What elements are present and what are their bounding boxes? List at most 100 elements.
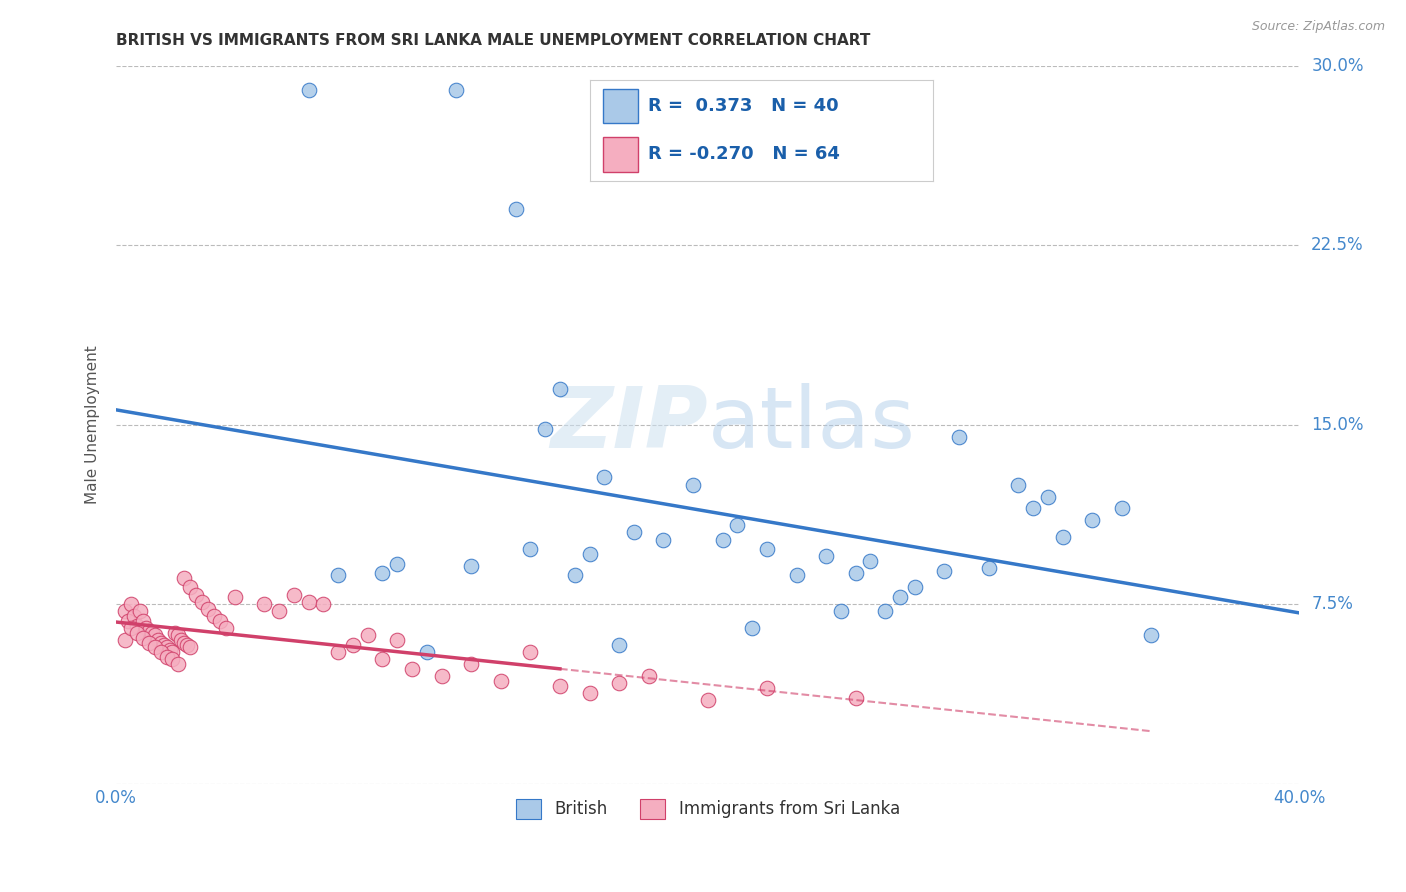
Point: [120, 597, 142, 611]
Point: [548, 382, 571, 396]
Point: [215, 621, 238, 635]
Point: [283, 588, 305, 602]
Point: [446, 82, 468, 96]
Point: [505, 202, 527, 217]
Point: [141, 626, 163, 640]
Point: [387, 557, 409, 571]
Point: [143, 640, 166, 655]
Point: [125, 626, 148, 640]
Point: [548, 679, 571, 693]
Point: [114, 633, 136, 648]
Point: [149, 635, 172, 649]
Point: [326, 568, 349, 582]
Point: [845, 690, 868, 705]
Point: [146, 633, 169, 648]
Point: [519, 645, 541, 659]
Point: [135, 621, 157, 635]
Point: [326, 645, 349, 659]
Text: ZIP: ZIP: [550, 384, 707, 467]
Point: [132, 631, 155, 645]
Point: [1111, 501, 1133, 516]
Point: [208, 614, 231, 628]
Point: [904, 581, 927, 595]
Text: BRITISH VS IMMIGRANTS FROM SRI LANKA MALE UNEMPLOYMENT CORRELATION CHART: BRITISH VS IMMIGRANTS FROM SRI LANKA MAL…: [117, 33, 870, 48]
Text: 15.0%: 15.0%: [1312, 416, 1364, 434]
Point: [162, 652, 184, 666]
Point: [416, 645, 439, 659]
Point: [578, 686, 600, 700]
Point: [191, 595, 214, 609]
Point: [152, 638, 174, 652]
Point: [114, 604, 136, 618]
Point: [342, 638, 364, 652]
Point: [120, 621, 142, 635]
Point: [371, 652, 394, 666]
Point: [162, 645, 184, 659]
Point: [159, 642, 181, 657]
Text: 22.5%: 22.5%: [1312, 236, 1364, 254]
Point: [1081, 513, 1104, 527]
Point: [593, 470, 616, 484]
Point: [1052, 530, 1074, 544]
Point: [578, 547, 600, 561]
Point: [149, 645, 172, 659]
Point: [132, 614, 155, 628]
Point: [652, 533, 675, 547]
Point: [489, 673, 512, 688]
Point: [117, 614, 139, 628]
Point: [167, 657, 190, 671]
Point: [143, 628, 166, 642]
Point: [267, 604, 290, 618]
Point: [534, 422, 557, 436]
Point: [875, 604, 897, 618]
Point: [197, 602, 219, 616]
Point: [129, 604, 152, 618]
Point: [607, 676, 630, 690]
Point: [312, 597, 335, 611]
Point: [297, 595, 319, 609]
Point: [125, 619, 148, 633]
Point: [170, 633, 193, 648]
Point: [934, 564, 956, 578]
Point: [755, 681, 778, 695]
Point: [401, 662, 423, 676]
Point: [564, 568, 586, 582]
Point: [173, 571, 195, 585]
Point: [1036, 490, 1059, 504]
Text: 7.5%: 7.5%: [1312, 595, 1353, 613]
Point: [1140, 628, 1163, 642]
Y-axis label: Male Unemployment: Male Unemployment: [86, 345, 100, 504]
Point: [224, 590, 246, 604]
Point: [179, 581, 201, 595]
Point: [948, 430, 970, 444]
Point: [977, 561, 1000, 575]
Text: Source: ZipAtlas.com: Source: ZipAtlas.com: [1251, 20, 1385, 33]
Point: [607, 638, 630, 652]
Point: [859, 554, 882, 568]
Point: [155, 649, 177, 664]
Point: [1007, 477, 1029, 491]
Text: 30.0%: 30.0%: [1312, 57, 1364, 75]
Point: [155, 640, 177, 655]
Point: [176, 638, 198, 652]
Point: [138, 624, 160, 638]
Point: [1022, 501, 1045, 516]
Point: [165, 626, 187, 640]
Point: [830, 604, 852, 618]
Point: [122, 609, 145, 624]
Point: [786, 568, 808, 582]
Text: atlas: atlas: [707, 384, 915, 467]
Point: [682, 477, 704, 491]
Point: [815, 549, 838, 564]
Point: [889, 590, 911, 604]
Point: [711, 533, 734, 547]
Point: [167, 628, 190, 642]
Point: [623, 525, 645, 540]
Point: [179, 640, 201, 655]
Point: [741, 621, 763, 635]
Point: [460, 657, 482, 671]
Point: [371, 566, 394, 580]
Point: [138, 635, 160, 649]
Point: [357, 628, 380, 642]
Point: [519, 542, 541, 557]
